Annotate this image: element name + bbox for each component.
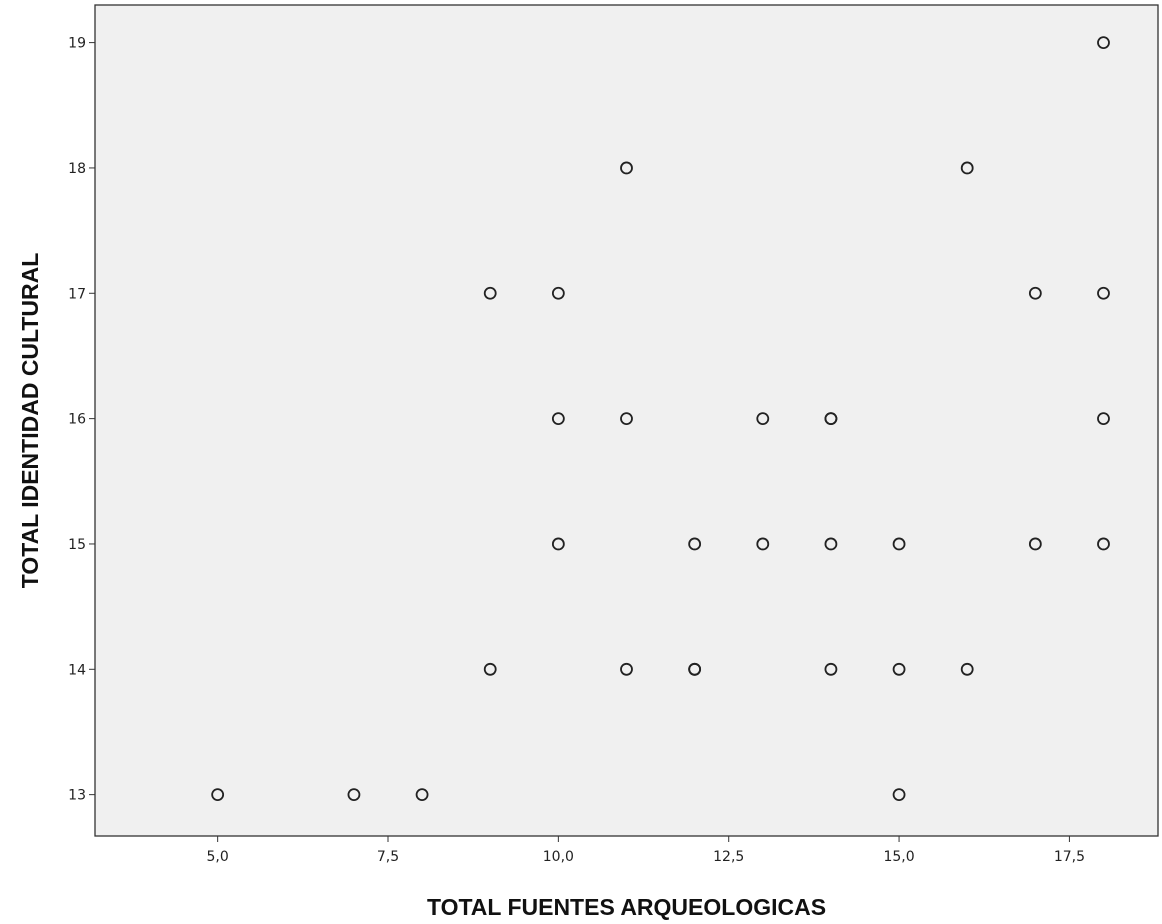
data-point bbox=[960, 161, 974, 175]
x-tick-label: 5,0 bbox=[207, 849, 229, 865]
data-point bbox=[415, 788, 429, 802]
data-point bbox=[688, 662, 702, 676]
y-tick-label: 16 bbox=[68, 412, 86, 428]
data-point bbox=[824, 412, 838, 426]
data-point bbox=[1028, 537, 1042, 551]
data-point bbox=[551, 412, 565, 426]
data-points bbox=[211, 36, 1110, 802]
y-tick-label: 18 bbox=[68, 161, 86, 177]
data-point bbox=[1097, 286, 1110, 300]
y-axis: 13 14 15 16 17 18 19 bbox=[68, 36, 95, 804]
data-point bbox=[892, 662, 906, 676]
data-point bbox=[1097, 537, 1110, 551]
data-point bbox=[620, 412, 633, 426]
data-point bbox=[688, 537, 702, 551]
data-point bbox=[620, 161, 633, 175]
x-tick-label: 12,5 bbox=[713, 849, 744, 865]
y-tick-label: 17 bbox=[68, 286, 86, 302]
data-point bbox=[551, 537, 565, 551]
x-tick-label: 10,0 bbox=[543, 849, 574, 865]
data-point bbox=[1097, 36, 1110, 50]
y-tick-label: 14 bbox=[68, 662, 86, 678]
y-tick-label: 13 bbox=[68, 788, 86, 804]
data-point bbox=[892, 788, 906, 802]
data-point bbox=[483, 286, 497, 300]
data-point bbox=[756, 537, 770, 551]
data-point bbox=[211, 788, 225, 802]
data-point bbox=[620, 662, 633, 676]
x-axis-title: TOTAL FUENTES ARQUEOLOGICAS bbox=[427, 894, 826, 920]
data-point bbox=[824, 662, 838, 676]
data-point bbox=[756, 412, 770, 426]
x-tick-label: 15,0 bbox=[883, 849, 914, 865]
plot-area bbox=[94, 4, 1159, 837]
data-point bbox=[1028, 286, 1042, 300]
x-tick-label: 17,5 bbox=[1054, 849, 1085, 865]
y-tick-label: 15 bbox=[68, 537, 86, 553]
x-axis: 5,0 7,5 10,0 12,5 15,0 17,5 bbox=[207, 836, 1085, 865]
data-point bbox=[824, 537, 838, 551]
y-axis-title: TOTAL IDENTIDAD CULTURAL bbox=[17, 253, 43, 589]
data-point bbox=[551, 286, 565, 300]
y-tick-label: 19 bbox=[68, 36, 86, 52]
x-tick-label: 7,5 bbox=[377, 849, 399, 865]
data-point bbox=[960, 662, 974, 676]
data-point bbox=[892, 537, 906, 551]
data-point bbox=[483, 662, 497, 676]
data-point bbox=[1097, 412, 1110, 426]
data-point bbox=[347, 788, 361, 802]
